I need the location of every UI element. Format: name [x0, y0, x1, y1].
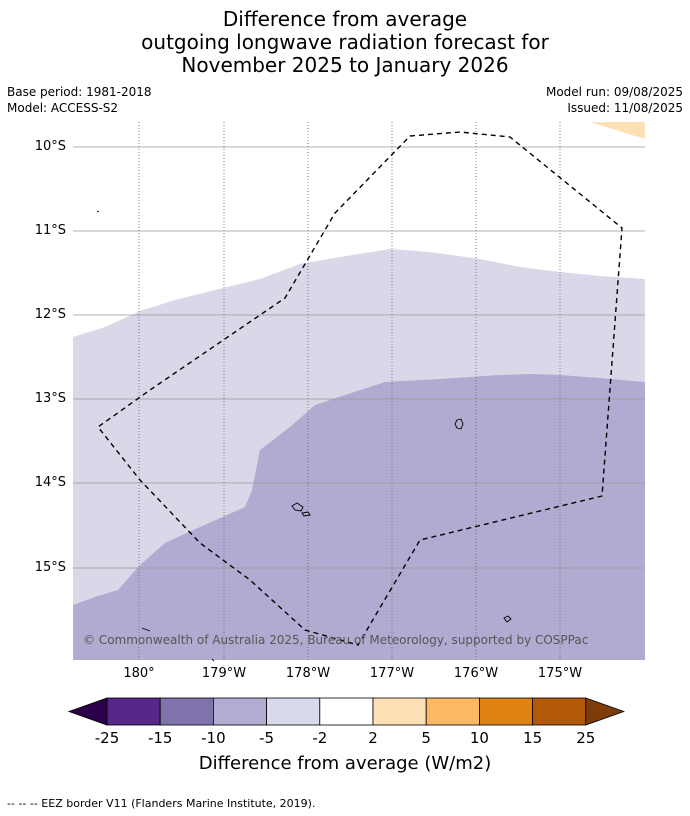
lat-label-11s: 11°S	[34, 223, 66, 238]
lat-label-14s: 14°S	[34, 475, 66, 490]
eez-legend: -- -- -- EEZ border V11 (Flanders Marine…	[7, 797, 316, 810]
meta-right: Model run: 09/08/2025 Issued: 11/08/2025	[546, 84, 683, 116]
issued-date: Issued: 11/08/2025	[567, 101, 683, 115]
lat-label-15s: 15°S	[34, 560, 66, 575]
title-line-1: Difference from average	[222, 7, 468, 31]
colorbar-segment	[106, 697, 161, 726]
copyright-notice: © Commonwealth of Australia 2025, Bureau…	[83, 633, 589, 647]
colorbar-tick-label: -15	[147, 729, 173, 747]
model-run: Model run: 09/08/2025	[545, 85, 683, 99]
model-name: Model: ACCESS-S2	[7, 101, 119, 115]
colorbar-tick-label: -10	[201, 729, 226, 747]
colorbar-tick-label: -25	[94, 729, 120, 747]
latitude-gridlines	[73, 146, 645, 569]
anomaly-region-medium	[73, 374, 645, 660]
island-southwest	[141, 627, 151, 632]
lon-label-180: 180°	[123, 666, 155, 681]
chart-title: Difference from average outgoing longwav…	[0, 8, 690, 77]
title-line-2: outgoing longwave radiation forecast for	[141, 30, 549, 54]
island-central-small	[301, 511, 311, 517]
colorbar-tick-label: -5	[259, 729, 275, 747]
lat-label-12s: 12°S	[34, 307, 66, 322]
lat-label-10s: 10°S	[34, 139, 66, 154]
colorbar-tick-label: 25	[576, 729, 596, 747]
colorbar-segment	[266, 697, 321, 726]
meta-left: Base period: 1981-2018 Model: ACCESS-S2	[7, 84, 152, 116]
colorbar-tick-label: 2	[368, 729, 378, 747]
colorbar-segment	[532, 697, 587, 726]
lon-label-178w: 178°W	[285, 666, 331, 681]
eez-border	[96, 131, 623, 646]
colorbar-segment	[159, 697, 214, 726]
lon-label-177w: 177°W	[369, 666, 415, 681]
islands	[96, 210, 512, 662]
colorbar-tick-label: -2	[312, 729, 328, 747]
lat-label-13s: 13°S	[34, 391, 66, 406]
colorbar-extend-low	[67, 697, 108, 726]
title-line-3: November 2025 to January 2026	[181, 53, 509, 77]
lon-label-176w: 176°W	[453, 666, 499, 681]
colorbar-segment	[319, 697, 374, 726]
colorbar-segment	[372, 697, 427, 726]
colorbar-segment	[212, 697, 267, 726]
colorbar-tick-label: 5	[421, 729, 431, 747]
colorbar-segment	[425, 697, 480, 726]
island-central	[291, 502, 304, 512]
island-east	[454, 418, 464, 430]
lon-label-175w: 175°W	[537, 666, 583, 681]
colorbar-segment	[478, 697, 533, 726]
anomaly-region-orange	[590, 122, 645, 139]
colorbar-label: Difference from average (W/m2)	[198, 753, 492, 774]
lon-label-179w: 179°W	[201, 666, 247, 681]
base-period: Base period: 1981-2018	[7, 85, 152, 99]
colorbar	[67, 697, 625, 726]
island-southeast	[503, 615, 512, 623]
island-south	[211, 658, 215, 662]
colorbar-tick-label: 10	[469, 729, 489, 747]
colorbar-extend-high	[585, 697, 625, 726]
island-northwest	[96, 210, 100, 213]
colorbar-tick-label: 15	[523, 729, 543, 747]
